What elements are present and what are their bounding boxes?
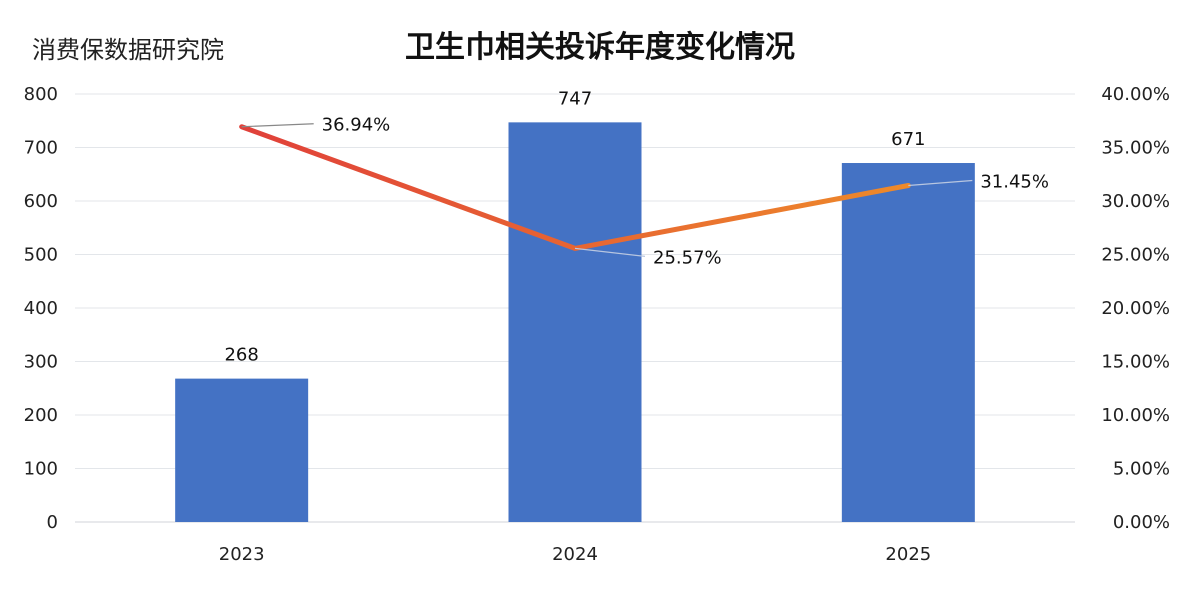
bar [175, 378, 309, 522]
left-axis-tick: 400 [24, 298, 58, 319]
bar [841, 163, 975, 522]
left-axis-tick: 300 [24, 352, 58, 373]
right-axis-tick: 25.00% [1101, 245, 1170, 266]
leader-line [908, 179, 973, 187]
left-axis-tick: 200 [24, 405, 58, 426]
left-axis-tick: 700 [24, 138, 58, 159]
right-axis-tick: 40.00% [1101, 84, 1170, 105]
left-axis-tick: 600 [24, 191, 58, 212]
left-axis-tick: 800 [24, 84, 58, 105]
right-axis-tick: 30.00% [1101, 191, 1170, 212]
line-data-label: 31.45% [980, 171, 1049, 192]
x-axis-tick: 2024 [552, 544, 598, 565]
leader-line [241, 123, 314, 128]
left-axis-tick: 100 [24, 459, 58, 480]
left-axis-tick: 500 [24, 245, 58, 266]
x-axis-tick: 2025 [885, 544, 931, 565]
line-data-label: 36.94% [322, 115, 391, 136]
right-axis-tick: 15.00% [1101, 352, 1170, 373]
chart-title: 卫生巾相关投诉年度变化情况 [405, 30, 795, 65]
right-axis-tick: 10.00% [1101, 405, 1170, 426]
bar-data-label: 268 [224, 345, 258, 366]
right-axis-tick: 20.00% [1101, 298, 1170, 319]
bar-data-label: 671 [891, 129, 925, 150]
bar-data-label: 747 [558, 88, 592, 109]
right-axis-tick: 5.00% [1113, 459, 1170, 480]
right-axis-tick: 0.00% [1113, 512, 1170, 533]
x-axis-tick: 2023 [219, 544, 265, 565]
leader-line [574, 247, 646, 257]
source-label: 消费保数据研究院 [32, 36, 224, 64]
left-axis-tick: 0 [47, 512, 58, 533]
right-axis-tick: 35.00% [1101, 138, 1170, 159]
bar [508, 122, 642, 522]
line-data-label: 25.57% [653, 247, 722, 268]
